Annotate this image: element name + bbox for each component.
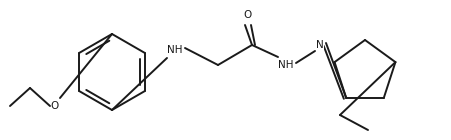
Text: O: O [51,101,59,111]
Text: NH: NH [278,60,293,70]
Text: NH: NH [167,45,182,55]
Text: O: O [244,10,252,20]
Text: N: N [315,40,323,50]
